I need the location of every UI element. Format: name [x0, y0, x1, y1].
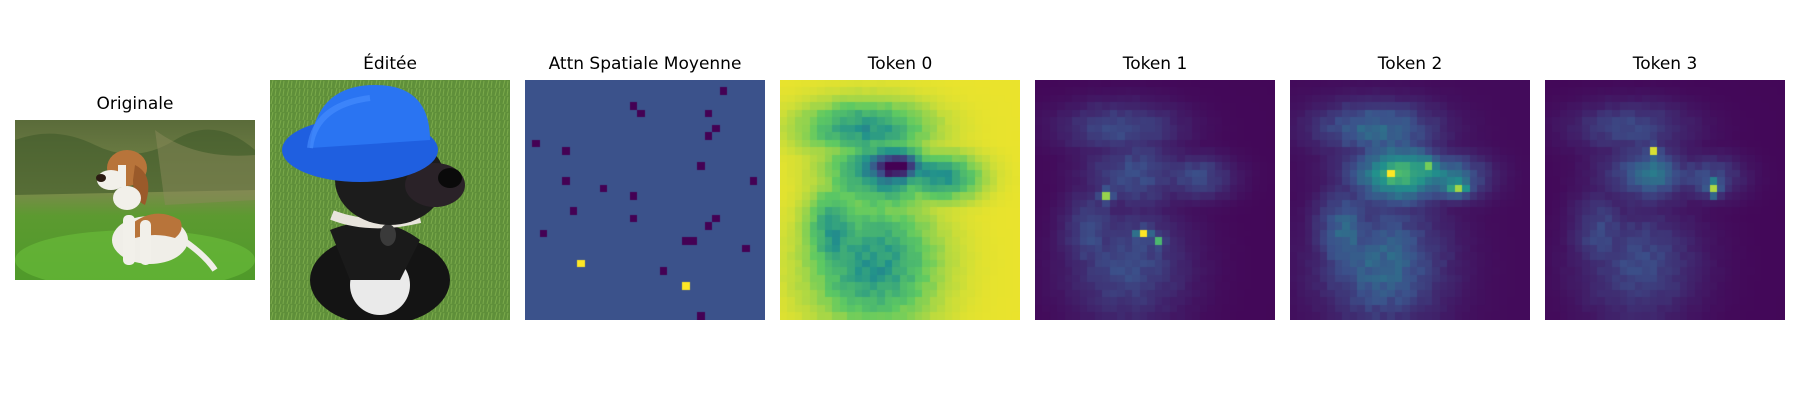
- attn-mean-heatmap: [525, 80, 765, 320]
- token-3-panel: Token 3: [1545, 40, 1785, 320]
- token-0-heatmap: [780, 80, 1020, 320]
- token-1-heatmap: [1035, 80, 1275, 320]
- token-2-heatmap: [1290, 80, 1530, 320]
- token-3-title: Token 3: [1632, 54, 1698, 74]
- token-0-canvas: [780, 80, 1020, 320]
- dog-blue-hat-photo: [270, 80, 510, 320]
- token-1-panel: Token 1: [1035, 40, 1275, 320]
- attn-mean-title: Attn Spatiale Moyenne: [548, 54, 742, 74]
- token-1-canvas: [1035, 80, 1275, 320]
- token-0-panel: Token 0: [780, 40, 1020, 320]
- edited-panel: Éditée: [270, 40, 510, 320]
- beagle-photo: [15, 120, 255, 280]
- token-1-title: Token 1: [1122, 54, 1188, 74]
- token-3-heatmap: [1545, 80, 1785, 320]
- token-3-canvas: [1545, 80, 1785, 320]
- edited-title: Éditée: [363, 54, 417, 74]
- token-2-panel: Token 2: [1290, 40, 1530, 320]
- token-2-canvas: [1290, 80, 1530, 320]
- token-2-title: Token 2: [1377, 54, 1443, 74]
- original-panel: Originale: [15, 80, 255, 290]
- attn-mean-panel: Attn Spatiale Moyenne: [525, 40, 765, 320]
- original-title: Originale: [96, 94, 174, 114]
- attn-mean-canvas: [525, 80, 765, 320]
- token-0-title: Token 0: [867, 54, 933, 74]
